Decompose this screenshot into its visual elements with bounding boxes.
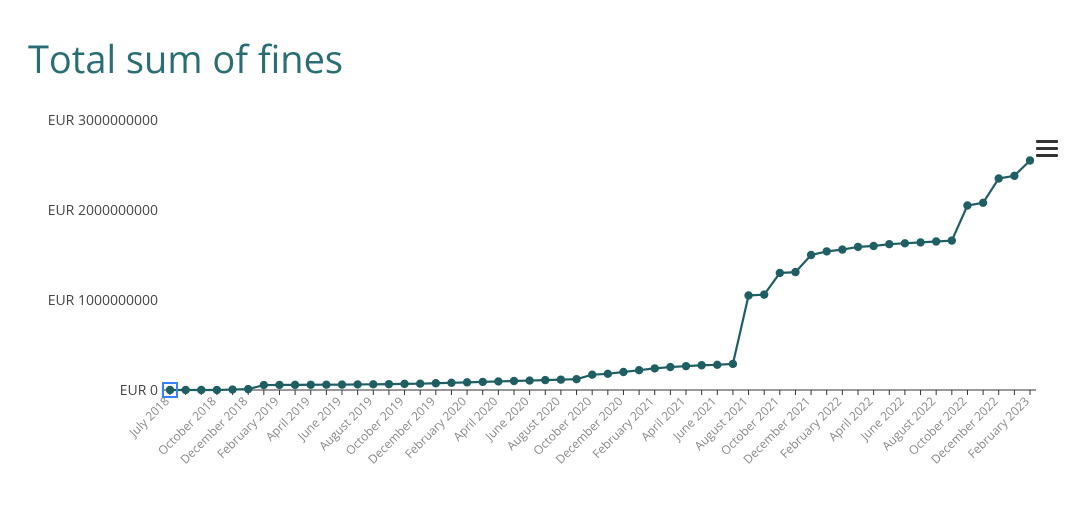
data-point[interactable]	[416, 380, 424, 388]
y-tick-label: EUR 2000000000	[48, 201, 158, 220]
data-point[interactable]	[338, 380, 346, 388]
data-point[interactable]	[713, 361, 721, 369]
data-point[interactable]	[948, 236, 956, 244]
data-point[interactable]	[244, 385, 252, 393]
data-point[interactable]	[995, 174, 1003, 182]
data-point[interactable]	[463, 378, 471, 386]
line-chart: EUR 0 EUR 1000000000 EUR 2000000000 EUR 300…	[0, 90, 1080, 510]
data-point[interactable]	[541, 376, 549, 384]
data-point[interactable]	[447, 379, 455, 387]
data-point[interactable]	[197, 386, 205, 394]
data-point[interactable]	[369, 380, 377, 388]
data-point[interactable]	[353, 380, 361, 388]
data-point[interactable]	[776, 269, 784, 277]
data-point[interactable]	[744, 291, 752, 299]
data-point[interactable]	[400, 380, 408, 388]
data-point[interactable]	[228, 385, 236, 393]
chart-title: Total sum of fines	[28, 33, 343, 85]
data-point[interactable]	[932, 237, 940, 245]
data-point[interactable]	[729, 360, 737, 368]
data-point[interactable]	[291, 381, 299, 389]
data-point[interactable]	[963, 201, 971, 209]
data-point[interactable]	[604, 370, 612, 378]
data-point[interactable]	[525, 376, 533, 384]
data-point[interactable]	[697, 361, 705, 369]
data-point[interactable]	[510, 377, 518, 385]
y-tick-label: EUR 0	[120, 381, 158, 400]
data-point[interactable]	[572, 375, 580, 383]
data-point[interactable]	[166, 386, 174, 394]
data-point[interactable]	[307, 381, 315, 389]
data-point[interactable]	[760, 290, 768, 298]
data-point[interactable]	[666, 363, 674, 371]
data-point[interactable]	[479, 378, 487, 386]
data-point[interactable]	[635, 366, 643, 374]
data-point[interactable]	[682, 362, 690, 370]
data-point[interactable]	[1026, 156, 1034, 164]
y-tick-label: EUR 1000000000	[48, 291, 158, 310]
data-point[interactable]	[213, 386, 221, 394]
data-point[interactable]	[385, 380, 393, 388]
data-point[interactable]	[557, 375, 565, 383]
data-point[interactable]	[979, 199, 987, 207]
data-point[interactable]	[275, 381, 283, 389]
data-point[interactable]	[885, 240, 893, 248]
data-point[interactable]	[494, 377, 502, 385]
data-point[interactable]	[916, 238, 924, 246]
data-point[interactable]	[1010, 172, 1018, 180]
data-point[interactable]	[838, 245, 846, 253]
data-point[interactable]	[901, 239, 909, 247]
y-tick-label: EUR 3000000000	[48, 111, 158, 130]
data-point[interactable]	[260, 381, 268, 389]
data-point[interactable]	[869, 242, 877, 250]
data-point[interactable]	[854, 243, 862, 251]
data-point[interactable]	[322, 380, 330, 388]
chart-area: EUR 0 EUR 1000000000 EUR 2000000000 EUR 300…	[0, 90, 1080, 510]
data-point[interactable]	[432, 379, 440, 387]
data-point[interactable]	[823, 247, 831, 255]
data-point[interactable]	[619, 368, 627, 376]
data-point[interactable]	[651, 364, 659, 372]
data-point[interactable]	[807, 251, 815, 259]
data-point[interactable]	[791, 268, 799, 276]
data-point[interactable]	[588, 371, 596, 379]
data-point[interactable]	[181, 386, 189, 394]
